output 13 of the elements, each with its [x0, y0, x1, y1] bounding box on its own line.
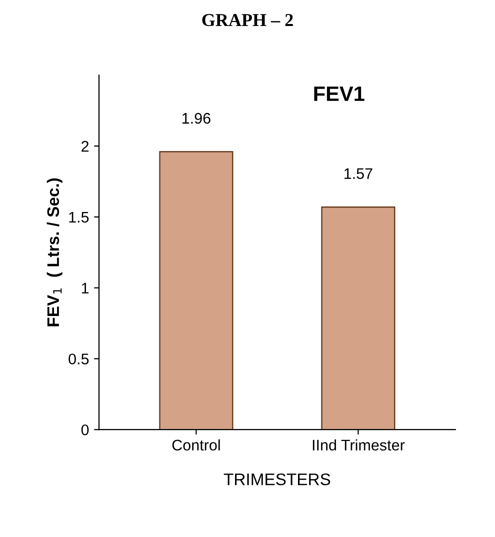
x-axis-title: TRIMESTERS: [224, 473, 330, 486]
chart-subtitle: FEV1: [314, 86, 364, 101]
y-tick-label: 2: [82, 140, 89, 152]
data-label: 1.57: [344, 168, 372, 180]
y-axis-title: FEV$_{1}$ ( Ltrs. / Sec.): [46, 178, 62, 326]
y-tick-label: 0.5: [68, 354, 89, 364]
x-tick-label: Control: [172, 439, 220, 451]
y-tick-label: 1.5: [69, 212, 89, 223]
x-tick-label: IInd Trimester: [312, 439, 405, 451]
data-label: 1.96: [182, 112, 210, 124]
chart-title: GRAPH – 2: [202, 14, 293, 26]
y-tick-label: 1: [82, 282, 89, 294]
y-tick-label: 0: [81, 424, 89, 436]
